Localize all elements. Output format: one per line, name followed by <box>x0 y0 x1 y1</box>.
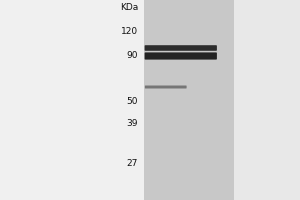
FancyBboxPatch shape <box>145 45 217 51</box>
Text: 39: 39 <box>127 118 138 128</box>
Bar <box>0 0 144 200</box>
Text: KDa: KDa <box>120 2 138 11</box>
Bar <box>144 0 234 200</box>
Text: 50: 50 <box>127 97 138 106</box>
Text: 90: 90 <box>127 50 138 60</box>
FancyBboxPatch shape <box>145 52 217 60</box>
Text: 120: 120 <box>121 26 138 36</box>
Text: 27: 27 <box>127 158 138 168</box>
FancyBboxPatch shape <box>145 86 187 88</box>
